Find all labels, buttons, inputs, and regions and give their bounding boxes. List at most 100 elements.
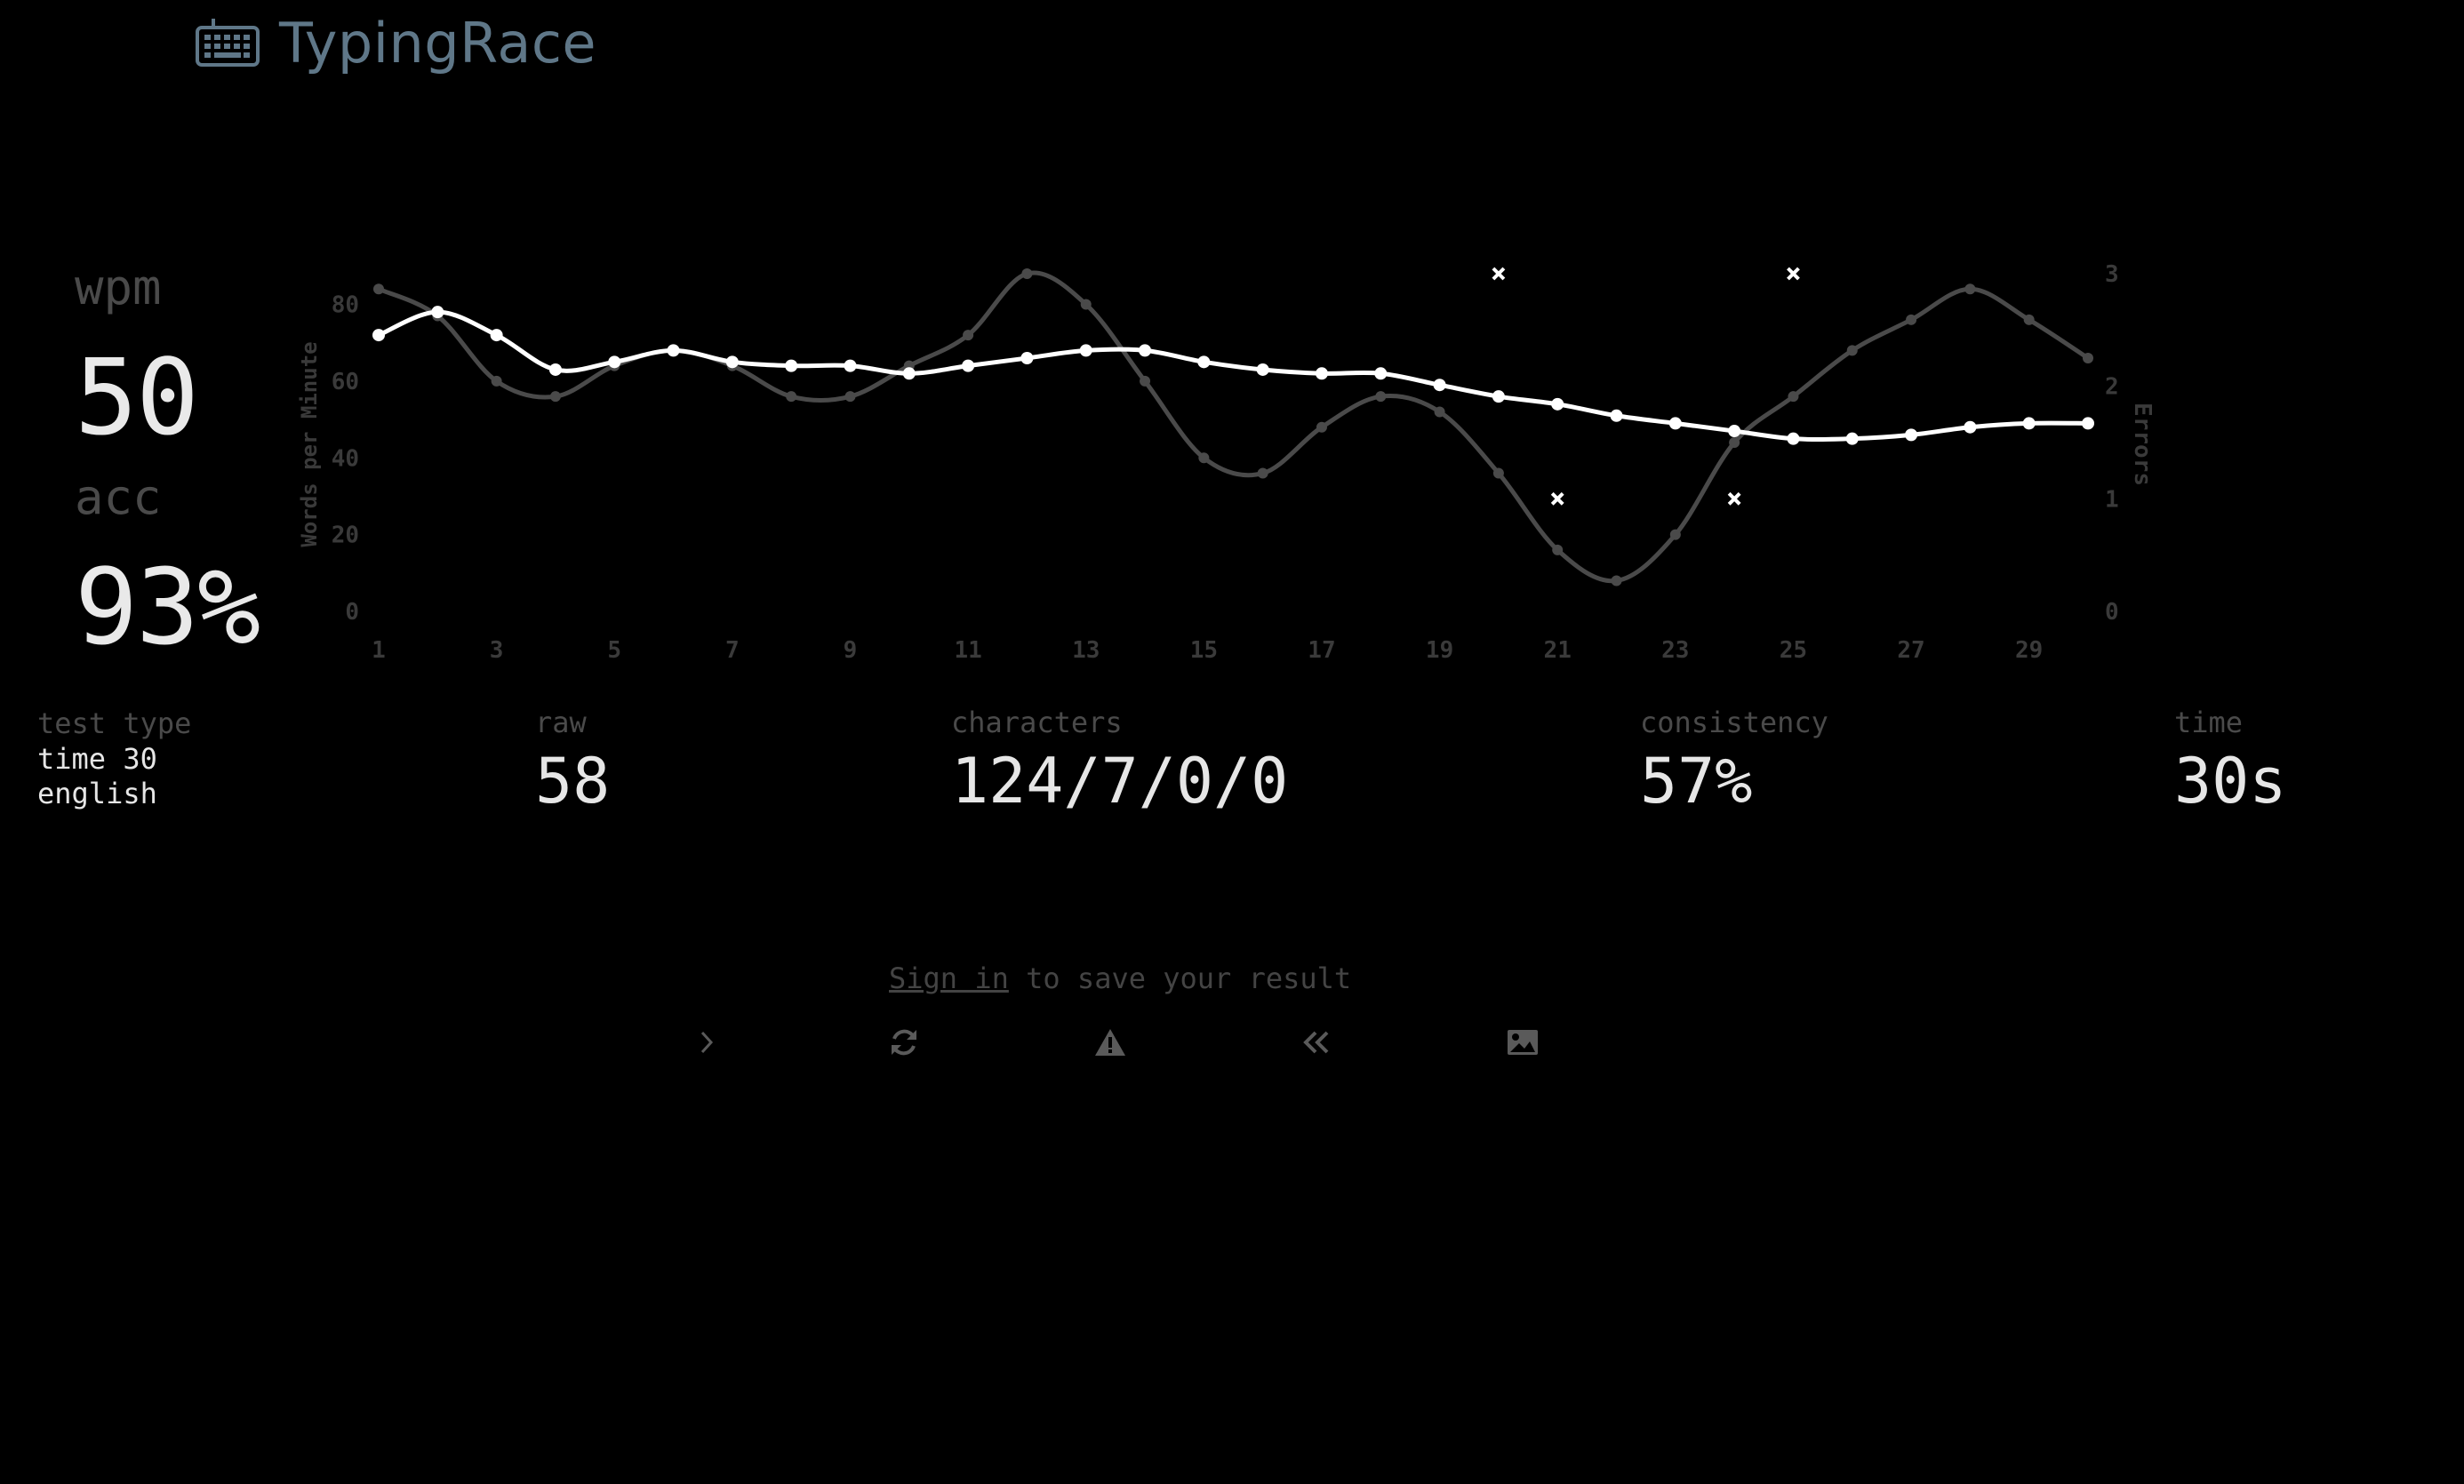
wpm-series-point bbox=[1964, 420, 1977, 434]
wpm-series-point bbox=[1610, 409, 1623, 422]
x-tick-label: 19 bbox=[1426, 637, 1453, 664]
wpm-series-point bbox=[667, 344, 680, 357]
y-tick-label: 60 bbox=[332, 369, 359, 395]
x-tick-label: 15 bbox=[1190, 637, 1218, 664]
x-tick-label: 21 bbox=[1544, 637, 1572, 664]
wpm-series-point bbox=[431, 306, 444, 319]
wpm-series-point bbox=[1551, 397, 1564, 411]
y-tick-label: 80 bbox=[332, 292, 359, 319]
x-tick-label: 27 bbox=[1897, 637, 1924, 664]
app-title: TypingRace bbox=[279, 11, 597, 76]
raw-series-point bbox=[1964, 283, 1976, 295]
raw-series-point bbox=[549, 391, 561, 403]
y2-tick-label: 0 bbox=[2105, 599, 2119, 626]
signin-link[interactable]: Sign in bbox=[889, 961, 1009, 995]
wpm-series-point bbox=[844, 359, 857, 372]
raw-series-point bbox=[1375, 391, 1387, 403]
wpm-series-point bbox=[608, 355, 621, 369]
wpm-series-point bbox=[1845, 432, 1859, 445]
x-tick-label: 29 bbox=[2015, 637, 2043, 664]
raw-series-point bbox=[844, 391, 856, 403]
characters-label: characters bbox=[951, 706, 1123, 739]
raw-series-point bbox=[1669, 529, 1681, 540]
wpm-series-point bbox=[1728, 425, 1741, 438]
next-test-button[interactable] bbox=[680, 1022, 733, 1066]
signin-prompt: Sign in to save your result bbox=[889, 961, 1351, 995]
characters-value: 124/7/0/0 bbox=[951, 745, 1289, 818]
signin-text: to save your result bbox=[1008, 961, 1352, 995]
wpm-series-point bbox=[1256, 363, 1269, 376]
raw-value: 58 bbox=[535, 745, 611, 818]
wpm-series bbox=[372, 306, 2094, 445]
logo[interactable]: TypingRace bbox=[194, 11, 596, 76]
wpm-series-point bbox=[1139, 344, 1152, 357]
wpm-series-point bbox=[1020, 352, 1034, 364]
raw-series-point bbox=[1492, 467, 1504, 479]
y-axis-ticks: 0 20 40 60 80 bbox=[332, 292, 359, 626]
error-point bbox=[1727, 491, 1741, 506]
test-type-language: english bbox=[37, 777, 157, 810]
wpm-series-point bbox=[1374, 367, 1388, 380]
x-tick-label: 5 bbox=[607, 637, 621, 664]
x-tick-label: 7 bbox=[725, 637, 740, 664]
raw-series-point bbox=[1198, 452, 1210, 464]
raw-series-point bbox=[1611, 575, 1622, 586]
errors-series bbox=[1492, 267, 1800, 506]
refresh-icon bbox=[888, 1026, 920, 1062]
acc-label: acc bbox=[75, 469, 162, 525]
wpm-series-point bbox=[2082, 417, 2094, 430]
test-type-mode: time 30 bbox=[37, 742, 157, 776]
wpm-label: wpm bbox=[75, 259, 162, 315]
x-tick-label: 11 bbox=[954, 637, 981, 664]
screenshot-button[interactable] bbox=[1496, 1022, 1549, 1066]
acc-value: 93% bbox=[75, 546, 260, 668]
wpm-series-point bbox=[372, 329, 385, 342]
wpm-series-point bbox=[1079, 344, 1092, 357]
y2-tick-label: 1 bbox=[2105, 486, 2119, 513]
raw-series-point bbox=[2083, 353, 2093, 363]
y2-axis-ticks: 0 1 2 3 bbox=[2105, 261, 2119, 626]
replay-button[interactable] bbox=[1290, 1022, 1343, 1066]
wpm-series-point bbox=[1197, 355, 1211, 369]
raw-series-point bbox=[1846, 345, 1858, 356]
test-type-label: test type bbox=[37, 706, 192, 740]
wpm-series-point bbox=[1315, 367, 1328, 380]
y-tick-label: 40 bbox=[332, 445, 359, 472]
error-point bbox=[1787, 267, 1800, 281]
consistency-value: 57% bbox=[1640, 745, 1753, 818]
y-axis-label: Words per Minute bbox=[297, 341, 322, 547]
restart-button[interactable] bbox=[877, 1022, 931, 1066]
consistency-label: consistency bbox=[1640, 706, 1828, 739]
warning-icon bbox=[1093, 1027, 1127, 1061]
raw-series-point bbox=[1080, 299, 1092, 310]
wpm-series-point bbox=[902, 367, 916, 380]
wpm-series-point bbox=[490, 329, 503, 342]
wpm-series-point bbox=[1668, 417, 1682, 430]
raw-label: raw bbox=[535, 706, 587, 739]
y2-tick-label: 3 bbox=[2105, 261, 2119, 288]
wpm-series-line bbox=[377, 309, 2089, 443]
wpm-series-point bbox=[548, 363, 562, 376]
x-tick-label: 17 bbox=[1308, 637, 1335, 664]
y2-tick-label: 2 bbox=[2105, 374, 2119, 401]
wpm-series-point bbox=[725, 355, 739, 369]
error-point bbox=[1492, 267, 1506, 281]
raw-series-point bbox=[1316, 421, 1327, 433]
raw-series-point bbox=[1788, 391, 1799, 403]
raw-series-point bbox=[786, 391, 797, 403]
x-axis-ticks: 1 3 5 7 9 11 13 15 17 19 21 23 25 27 29 bbox=[372, 637, 2043, 664]
wpm-series-point bbox=[1905, 428, 1918, 442]
wpm-series-point bbox=[785, 359, 798, 372]
raw-series-point bbox=[2023, 314, 2035, 325]
raw-series-point bbox=[373, 283, 384, 295]
time-value: 30s bbox=[2174, 745, 2287, 818]
chevron-right-icon bbox=[698, 1029, 716, 1059]
double-chevron-left-icon bbox=[1301, 1029, 1332, 1059]
raw-series-point bbox=[1552, 544, 1564, 555]
x-tick-label: 1 bbox=[372, 637, 386, 664]
report-button[interactable] bbox=[1084, 1022, 1137, 1066]
raw-series bbox=[373, 268, 2093, 586]
raw-series-point bbox=[1021, 268, 1033, 279]
error-point bbox=[1550, 491, 1564, 506]
